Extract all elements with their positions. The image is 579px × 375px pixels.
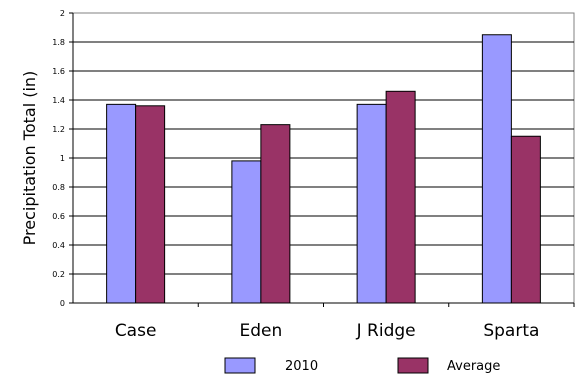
legend-label: Average [447, 359, 500, 374]
y-tick-label: 1.6 [52, 67, 65, 76]
legend: 2010 Average [224, 357, 500, 374]
bar-2010-case [106, 103, 137, 304]
y-tick-label: 2 [60, 9, 65, 18]
y-tick-label: 0.6 [52, 212, 65, 221]
y-tick-label: 0.8 [52, 183, 65, 192]
y-tick-label: 0 [60, 299, 65, 308]
x-category-label: J Ridge [356, 321, 416, 341]
y-tick-label: 1 [60, 154, 65, 163]
x-category-label: Eden [239, 321, 282, 341]
y-tick-label: 1.4 [52, 96, 65, 105]
bar-average-j-ridge [385, 90, 416, 304]
bar-average-eden [260, 124, 291, 304]
bar-2010-sparta [481, 34, 512, 304]
bars [106, 34, 541, 304]
legend-swatch [397, 357, 429, 374]
bar-average-sparta [510, 135, 541, 304]
x-axis-categories: Case Eden J Ridge Sparta [115, 303, 575, 341]
y-axis-label: Precipitation Total (in) [20, 71, 39, 246]
x-category-label: Sparta [483, 321, 539, 341]
y-axis-ticks: 0 0.2 0.4 0.6 0.8 1 1.2 1.4 1.6 1.8 2 [52, 9, 73, 308]
y-tick-label: 0.4 [52, 241, 65, 250]
bar-average-case [135, 105, 166, 304]
bar-2010-eden [231, 160, 262, 304]
x-category-label: Case [115, 321, 157, 341]
legend-swatch [224, 357, 256, 374]
bar-2010-j-ridge [356, 103, 387, 304]
y-tick-label: 0.2 [52, 270, 65, 279]
y-tick-label: 1.2 [52, 125, 65, 134]
y-tick-label: 1.8 [52, 38, 65, 47]
legend-label: 2010 [285, 359, 318, 374]
